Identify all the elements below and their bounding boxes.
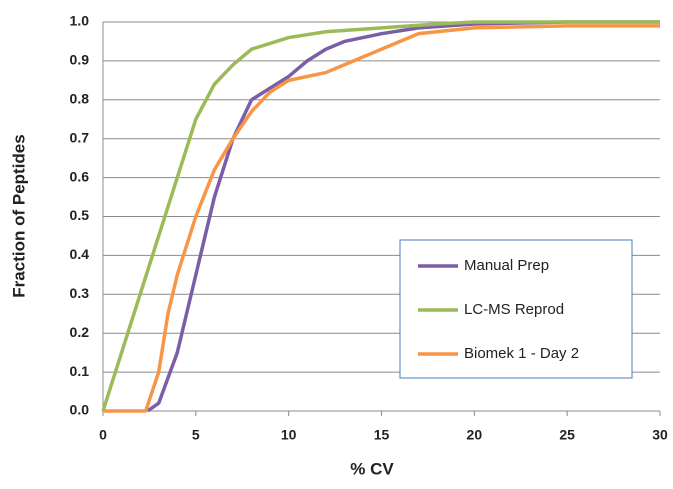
y-tick-label: 0.3 — [70, 285, 90, 301]
y-axis-label: Fraction of Peptides — [9, 134, 28, 297]
legend-label: Manual Prep — [464, 257, 549, 274]
legend-label: Biomek 1 - Day 2 — [464, 345, 579, 362]
x-tick-label: 20 — [467, 427, 483, 443]
y-tick-label: 0.0 — [70, 402, 90, 418]
y-tick-label: 0.9 — [70, 52, 90, 68]
x-tick-label: 25 — [559, 427, 575, 443]
y-tick-label: 0.4 — [70, 246, 90, 262]
y-tick-label: 0.2 — [70, 324, 90, 340]
series-line — [146, 20, 660, 413]
y-tick-label: 0.6 — [70, 168, 90, 184]
y-tick-label: 0.7 — [70, 129, 90, 145]
x-tick-label: 0 — [99, 427, 107, 443]
x-tick-label: 15 — [374, 427, 390, 443]
y-tick-label: 0.1 — [70, 363, 90, 379]
y-tick-label: 0.8 — [70, 91, 90, 107]
y-tick-label: 0.5 — [70, 207, 90, 223]
x-tick-label: 30 — [652, 427, 668, 443]
y-tick-label: 1.0 — [70, 13, 90, 29]
series-line — [103, 24, 660, 413]
x-tick-label: 10 — [281, 427, 297, 443]
legend-label: LC-MS Reprod — [464, 301, 564, 318]
series-line — [101, 20, 660, 412]
x-tick-label: 5 — [192, 427, 200, 443]
x-axis-label: % CV — [350, 459, 394, 478]
